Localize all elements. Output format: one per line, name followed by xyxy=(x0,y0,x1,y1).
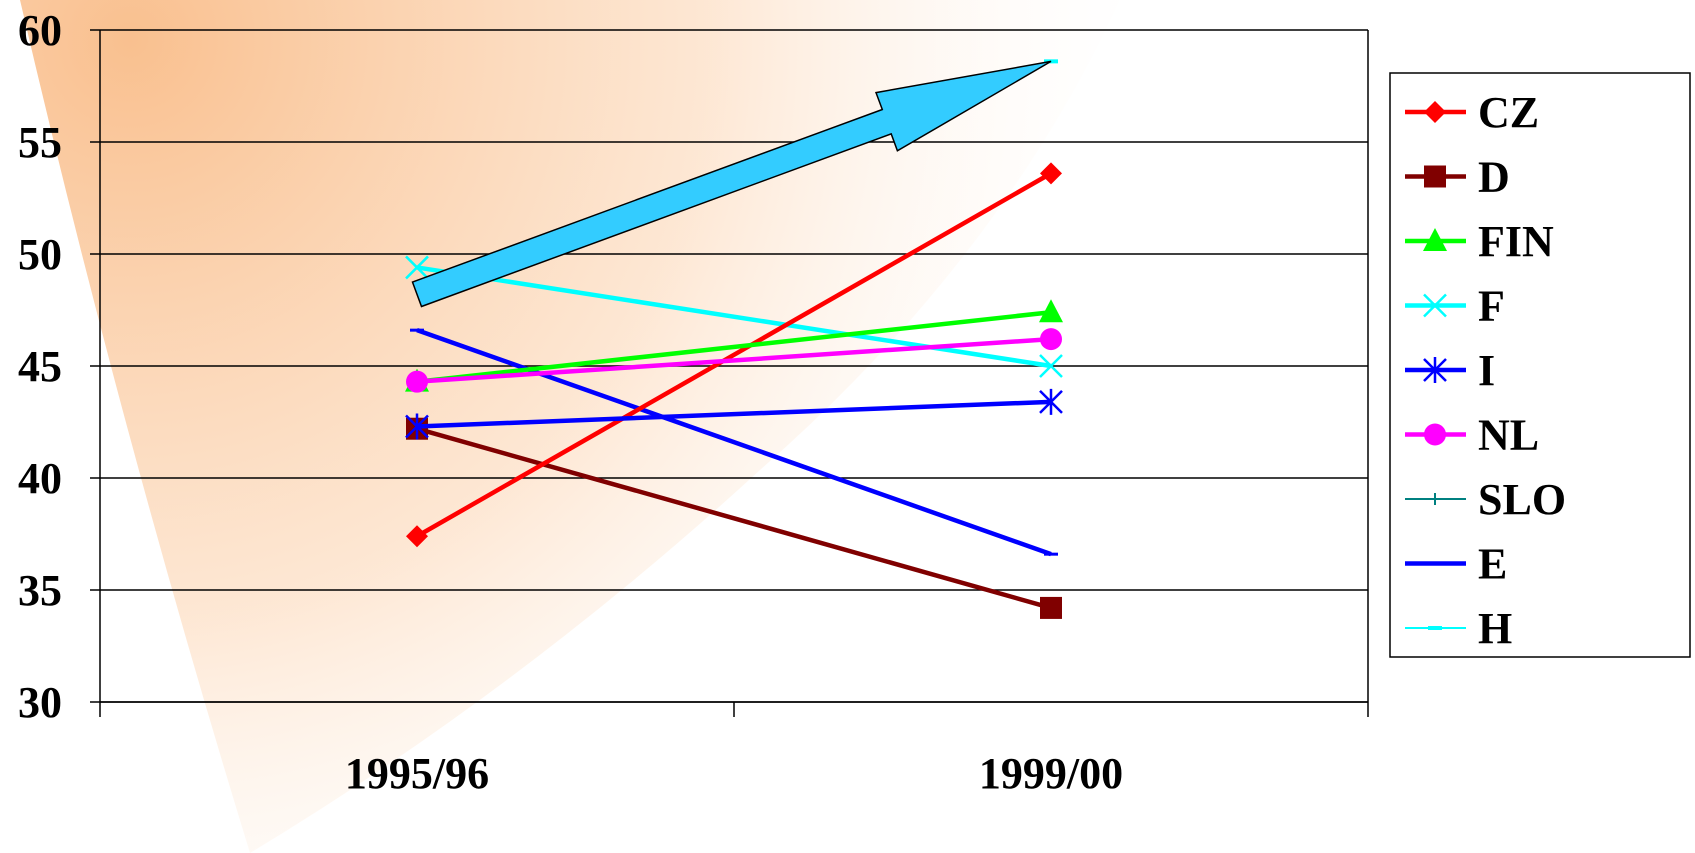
series-f xyxy=(405,255,1063,378)
legend-swatch-marker xyxy=(1429,493,1441,505)
legend-swatch-marker xyxy=(1424,423,1446,446)
legend-item-nl: NL xyxy=(1405,411,1539,460)
y-tick-label: 35 xyxy=(18,566,62,615)
point-i-0 xyxy=(405,413,429,440)
gridlines xyxy=(90,29,1368,703)
legend-item-f: F xyxy=(1405,282,1505,331)
legend-swatch-marker xyxy=(1423,228,1447,251)
point-i-1 xyxy=(1039,388,1063,415)
legend: CZ D FIN FI NL SLO EH xyxy=(1389,72,1691,658)
point-f-1 xyxy=(1039,354,1063,378)
series-line-cz xyxy=(415,171,1053,539)
legend-label: FIN xyxy=(1478,217,1554,266)
series-line-e xyxy=(416,328,1052,557)
legend-item-i: I xyxy=(1405,346,1495,395)
x-tick-label: 1995/96 xyxy=(345,749,489,798)
legend-swatch-marker xyxy=(1423,293,1447,318)
series-line-i xyxy=(416,399,1052,429)
legend-item-cz: CZ xyxy=(1405,88,1539,137)
y-tick-label: 60 xyxy=(18,6,62,55)
legend-label: CZ xyxy=(1478,88,1539,137)
legend-item-slo: SLO xyxy=(1405,475,1566,524)
series-nl xyxy=(406,328,1062,393)
legend-label: H xyxy=(1478,604,1512,653)
y-tick-label: 30 xyxy=(18,678,62,727)
legend-item-h: H xyxy=(1405,604,1512,653)
series-line-f xyxy=(416,265,1052,369)
y-tick-labels: 30 35 40 45 50 55 60 xyxy=(18,6,62,727)
point-nl-0 xyxy=(406,370,428,393)
series-e xyxy=(410,328,1058,557)
y-tick-label: 40 xyxy=(18,454,62,503)
legend-swatch-marker xyxy=(1424,101,1446,123)
axes xyxy=(99,30,1369,717)
series-i xyxy=(405,388,1063,440)
legend-label: D xyxy=(1478,153,1510,202)
series-cz xyxy=(406,162,1062,548)
point-cz-1 xyxy=(1040,162,1062,185)
legend-item-fin: FIN xyxy=(1405,217,1554,266)
background-glow xyxy=(20,0,1120,853)
legend-swatch-marker xyxy=(1424,165,1446,188)
trend-arrow xyxy=(411,60,1052,308)
point-cz-0 xyxy=(406,525,428,548)
series-lines xyxy=(405,59,1063,619)
legend-label: I xyxy=(1478,346,1495,395)
point-fin-1 xyxy=(1039,299,1063,323)
trend-arrow-shape xyxy=(411,60,1052,308)
y-tick-label: 45 xyxy=(18,342,62,391)
legend-label: E xyxy=(1478,540,1507,589)
series-line-d xyxy=(416,426,1052,611)
legend-swatch-marker xyxy=(1423,357,1447,383)
legend-label: NL xyxy=(1478,411,1539,460)
x-tick-labels: 1995/96 1999/00 xyxy=(345,749,1123,798)
y-tick-label: 50 xyxy=(18,230,62,279)
series-line-fin xyxy=(416,310,1052,384)
x-tick-label: 1999/00 xyxy=(979,749,1123,798)
point-f-0 xyxy=(405,255,429,280)
point-d-1 xyxy=(1040,596,1062,619)
legend-item-e: E xyxy=(1405,540,1507,589)
point-nl-1 xyxy=(1040,328,1062,351)
legend-item-d: D xyxy=(1405,153,1510,202)
legend-label: F xyxy=(1478,282,1505,331)
series-line-nl xyxy=(416,336,1052,384)
legend-label: SLO xyxy=(1478,475,1566,524)
y-tick-label: 55 xyxy=(18,118,62,167)
